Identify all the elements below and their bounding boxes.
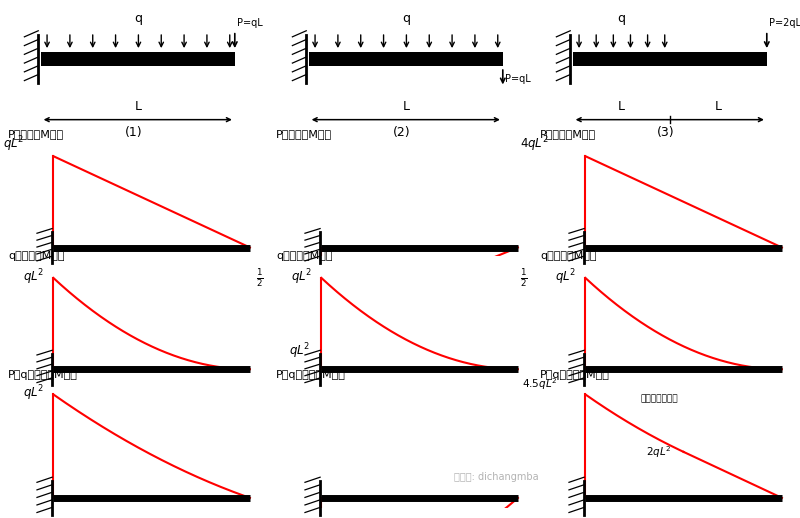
Text: P=qL: P=qL (238, 18, 263, 28)
Text: (2): (2) (393, 125, 411, 138)
Text: P作用下的M图：: P作用下的M图： (276, 130, 332, 139)
Text: q作用下的M图：: q作用下的M图： (8, 251, 65, 261)
Text: L: L (134, 100, 142, 113)
Text: $qL^2$: $qL^2$ (23, 383, 45, 403)
Text: P与q作用下的M图：: P与q作用下的M图： (8, 370, 78, 380)
Text: $\frac{1}{2}$: $\frac{1}{2}$ (256, 267, 263, 289)
Text: q: q (134, 12, 142, 25)
Text: $\frac{1}{2}$: $\frac{1}{2}$ (520, 267, 527, 289)
Text: $qL^2$: $qL^2$ (3, 134, 24, 154)
Text: $2qL^2$: $2qL^2$ (646, 444, 671, 460)
Text: q作用下的M图：: q作用下的M图： (540, 251, 597, 261)
Text: $qL^2$: $qL^2$ (291, 267, 313, 286)
Text: P作用下的M图：: P作用下的M图： (8, 130, 64, 139)
Text: P与q作用下的M图：: P与q作用下的M图： (276, 370, 346, 380)
Text: P作用下的M图：: P作用下的M图： (540, 130, 596, 139)
Text: P=2qL: P=2qL (770, 18, 800, 28)
Text: $4qL^2$: $4qL^2$ (520, 134, 549, 154)
Text: $qL^2$: $qL^2$ (555, 267, 577, 286)
Text: q作用下的M图：: q作用下的M图： (276, 251, 333, 261)
Text: P与q作用下的M图：: P与q作用下的M图： (540, 370, 610, 380)
Bar (309, 52, 502, 66)
Text: 微信号: dichangmba: 微信号: dichangmba (454, 471, 538, 482)
Text: q: q (402, 12, 410, 25)
Text: $4.5qL^2$: $4.5qL^2$ (522, 376, 558, 392)
Text: q: q (618, 12, 626, 25)
Text: L: L (402, 100, 410, 113)
Bar (41, 52, 235, 66)
Text: L: L (618, 100, 625, 113)
Text: L: L (714, 100, 722, 113)
Bar (573, 52, 766, 66)
Text: $qL^2$: $qL^2$ (23, 267, 45, 286)
Text: (3): (3) (657, 125, 675, 138)
Text: 直线与曲线相切: 直线与曲线相切 (641, 395, 678, 404)
Text: P=qL: P=qL (506, 74, 531, 84)
Text: $qL^2$: $qL^2$ (289, 341, 310, 361)
Text: (1): (1) (125, 125, 143, 138)
